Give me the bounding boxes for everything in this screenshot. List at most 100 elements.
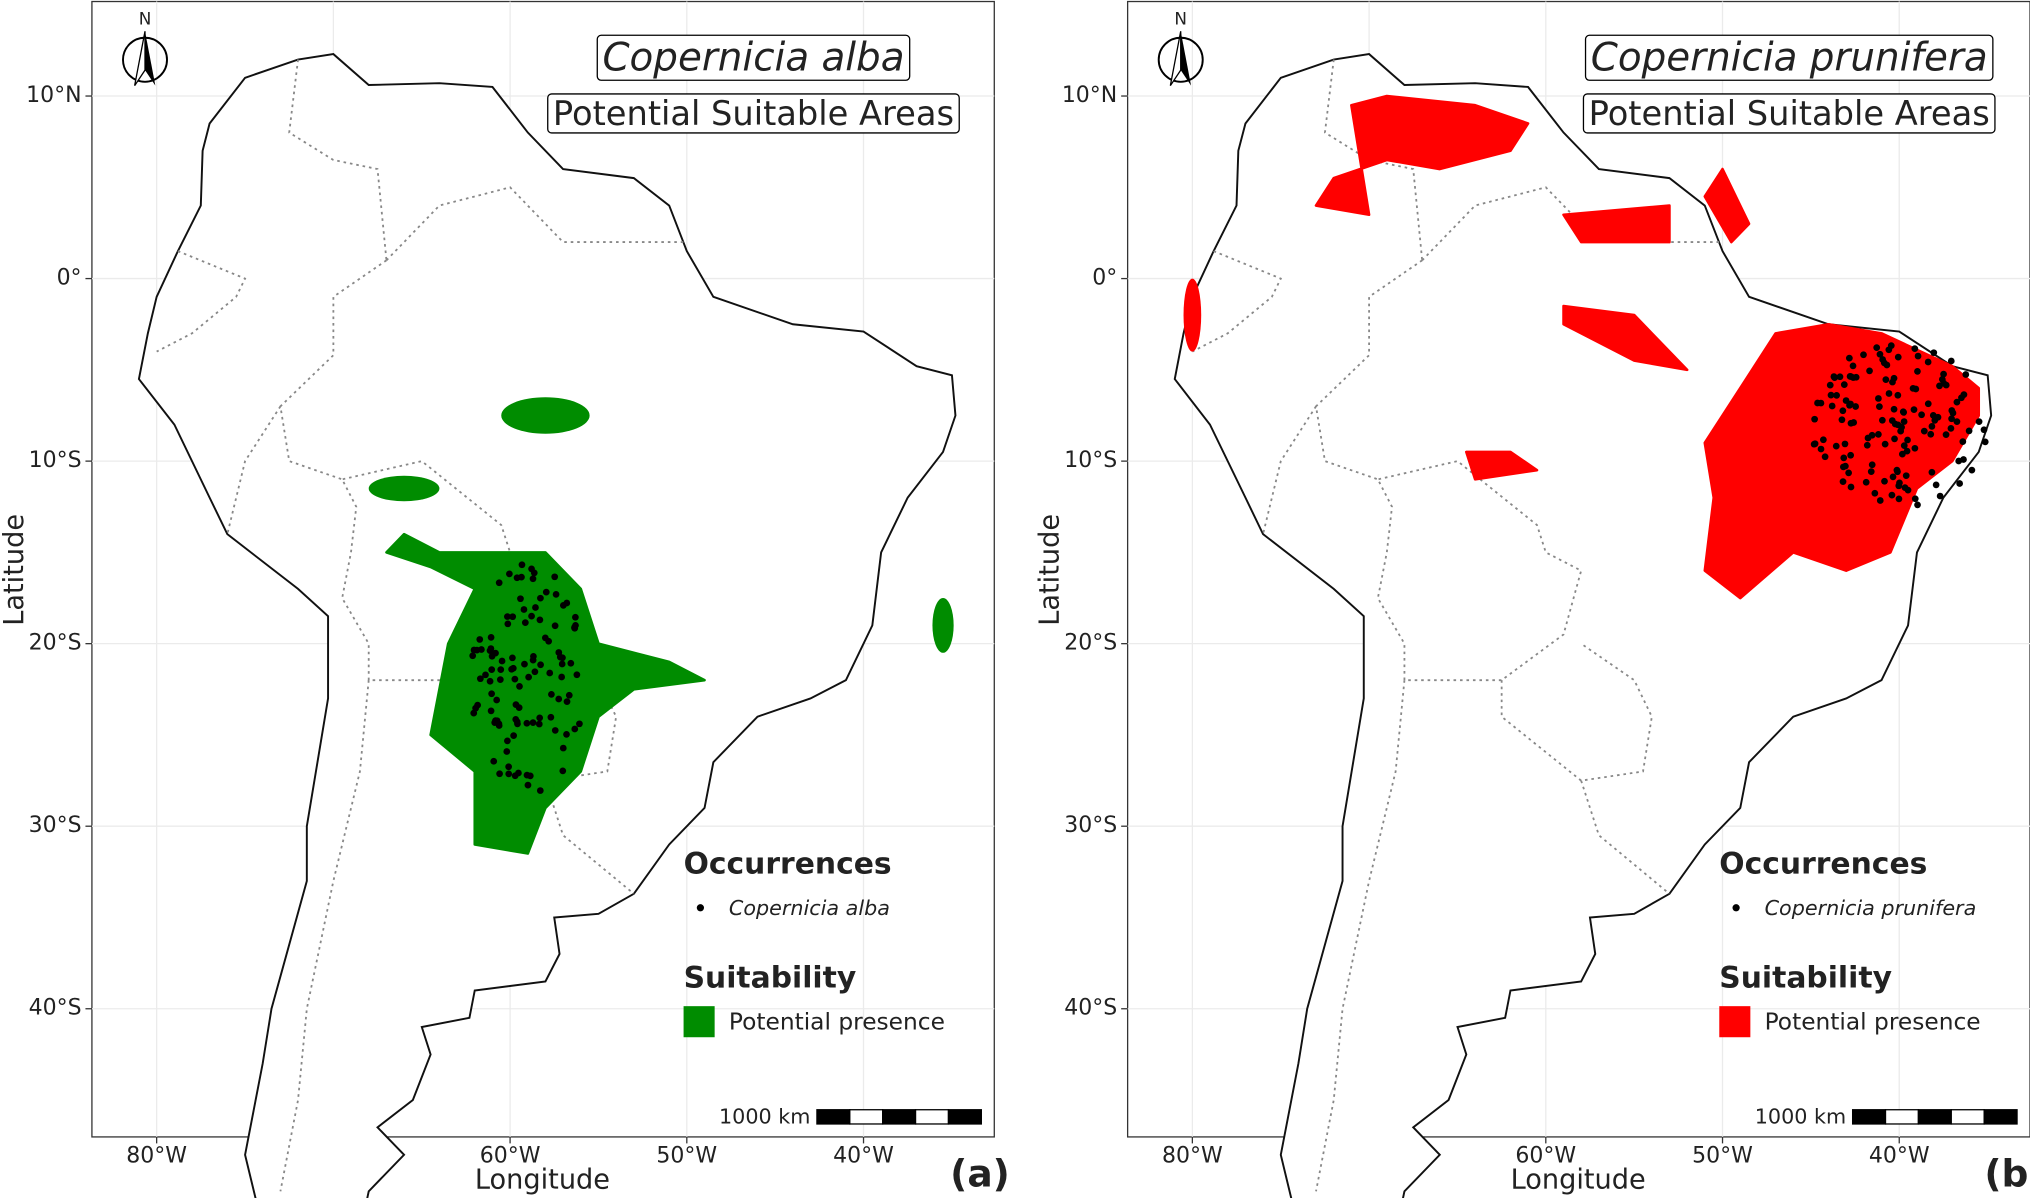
occurrence-point [518, 573, 525, 581]
occurrence-point [1878, 416, 1886, 424]
suitable-area [1183, 278, 1202, 352]
occurrence-point [1885, 390, 1893, 397]
occurrence-point [1847, 483, 1855, 491]
map-panel: 10°N0°10°S20°S30°S40°S80°W70°W60°W50°W40… [0, 0, 1010, 1198]
scale-bar-segment [882, 1109, 917, 1125]
occurrence-point [556, 653, 564, 661]
occurrence-point [536, 616, 544, 624]
lat-tick-label: 0° [57, 266, 82, 291]
occurrence-point [1891, 420, 1899, 428]
occurrence-point [1959, 438, 1967, 446]
occurrence-point [492, 649, 499, 657]
lat-tick-label: 30°S [1064, 813, 1117, 838]
occurrence-point [524, 781, 532, 789]
suitable-area [932, 598, 954, 653]
occurrence-point [1817, 445, 1825, 453]
country-border [226, 405, 282, 535]
occurrence-point [573, 671, 581, 679]
map-panel: 10°N0°10°S20°S30°S40°S80°W70°W60°W50°W40… [1035, 0, 2030, 1198]
occurrence-point [1927, 430, 1935, 438]
occurrence-point [1895, 482, 1903, 490]
legend-title: Occurrences [1719, 847, 1927, 882]
title-box [596, 34, 911, 81]
lon-tick-label: 80°W [126, 1143, 187, 1168]
occurrence-point [505, 770, 513, 778]
occurrence-point [1904, 436, 1911, 444]
occurrence-point [1810, 440, 1818, 448]
lat-tick-label: 20°S [1064, 631, 1117, 656]
occurrence-point [525, 673, 532, 681]
occurrence-point [1871, 489, 1879, 497]
occurrence-point [1962, 371, 1970, 378]
occurrence-point [487, 707, 495, 715]
scale-bar-label: 1000 km [719, 1105, 810, 1129]
occurrence-point [1862, 478, 1870, 486]
country-border [1315, 680, 1406, 1192]
occurrence-point [1956, 480, 1964, 487]
title-box [547, 93, 960, 134]
occurrence-point [506, 570, 513, 578]
occurrence-point [1850, 419, 1858, 426]
scale-bar-label: 1000 km [1755, 1105, 1846, 1129]
occurrence-point [516, 682, 523, 690]
occurrence-point [1953, 398, 1961, 406]
occurrence-point [469, 652, 477, 660]
occurrence-point [1889, 473, 1897, 481]
occurrence-point [1867, 468, 1875, 476]
occurrence-point [1897, 427, 1905, 435]
country-border [385, 186, 687, 261]
occurrence-point [1876, 350, 1884, 358]
occurrence-point [1924, 400, 1932, 408]
occurrence-point [1914, 368, 1921, 375]
occurrence-point [1903, 447, 1911, 455]
occurrence-point [511, 675, 519, 683]
occurrence-point [504, 620, 512, 628]
panel-subtitle: Potential Suitable Areas [1589, 94, 1990, 133]
occurrence-point [1953, 418, 1961, 426]
occurrence-point [1814, 399, 1821, 407]
country-border [1500, 642, 1653, 782]
occurrence-point [563, 698, 571, 705]
panel-title: Copernicia prunifera [1591, 35, 1988, 80]
occurrence-point [1819, 436, 1827, 444]
y-axis-title: Latitude [1035, 514, 1066, 626]
occurrence-point [509, 654, 516, 662]
occurrence-point [1845, 469, 1852, 477]
occurrence-point [531, 668, 539, 676]
occurrence-point [541, 634, 549, 642]
lon-tick-label: 40°W [833, 1143, 894, 1168]
occurrence-point [571, 624, 579, 632]
occurrence-point [495, 579, 503, 587]
occurrence-point [1968, 466, 1976, 474]
scale-bar-segment [816, 1109, 851, 1125]
country-border [1421, 186, 1723, 261]
occurrence-point [1920, 427, 1928, 435]
occurrence-point [1839, 478, 1847, 486]
occurrence-point [1836, 373, 1844, 381]
lat-tick-label: 10°S [1064, 448, 1117, 473]
occurrence-point [523, 719, 531, 727]
occurrence-point [504, 737, 511, 745]
occurrence-point [1875, 430, 1882, 438]
occurrence-point [1928, 423, 1936, 430]
occurrence-point [1873, 344, 1881, 351]
occurrence-point [1840, 454, 1848, 462]
occurrence-point [1860, 351, 1867, 359]
legend-title: Suitability [1719, 960, 1892, 995]
occurrence-point [558, 673, 566, 681]
lon-tick-label: 50°W [656, 1143, 717, 1168]
suitable-area [1465, 450, 1539, 481]
occurrence-point [1863, 441, 1871, 449]
occurrence-point [1932, 481, 1940, 489]
scale-bar-segment [914, 1109, 950, 1125]
occurrence-point [1902, 472, 1910, 480]
occurrence-point [476, 675, 484, 683]
occurrence-point [547, 713, 555, 721]
occurrence-point [515, 769, 522, 777]
occurrence-point [505, 763, 513, 771]
occurrence-point [496, 770, 503, 778]
occurrence-point [1911, 444, 1919, 452]
occurrence-point [1847, 373, 1855, 380]
occurrence-point [1875, 395, 1882, 402]
country-border [288, 59, 388, 261]
